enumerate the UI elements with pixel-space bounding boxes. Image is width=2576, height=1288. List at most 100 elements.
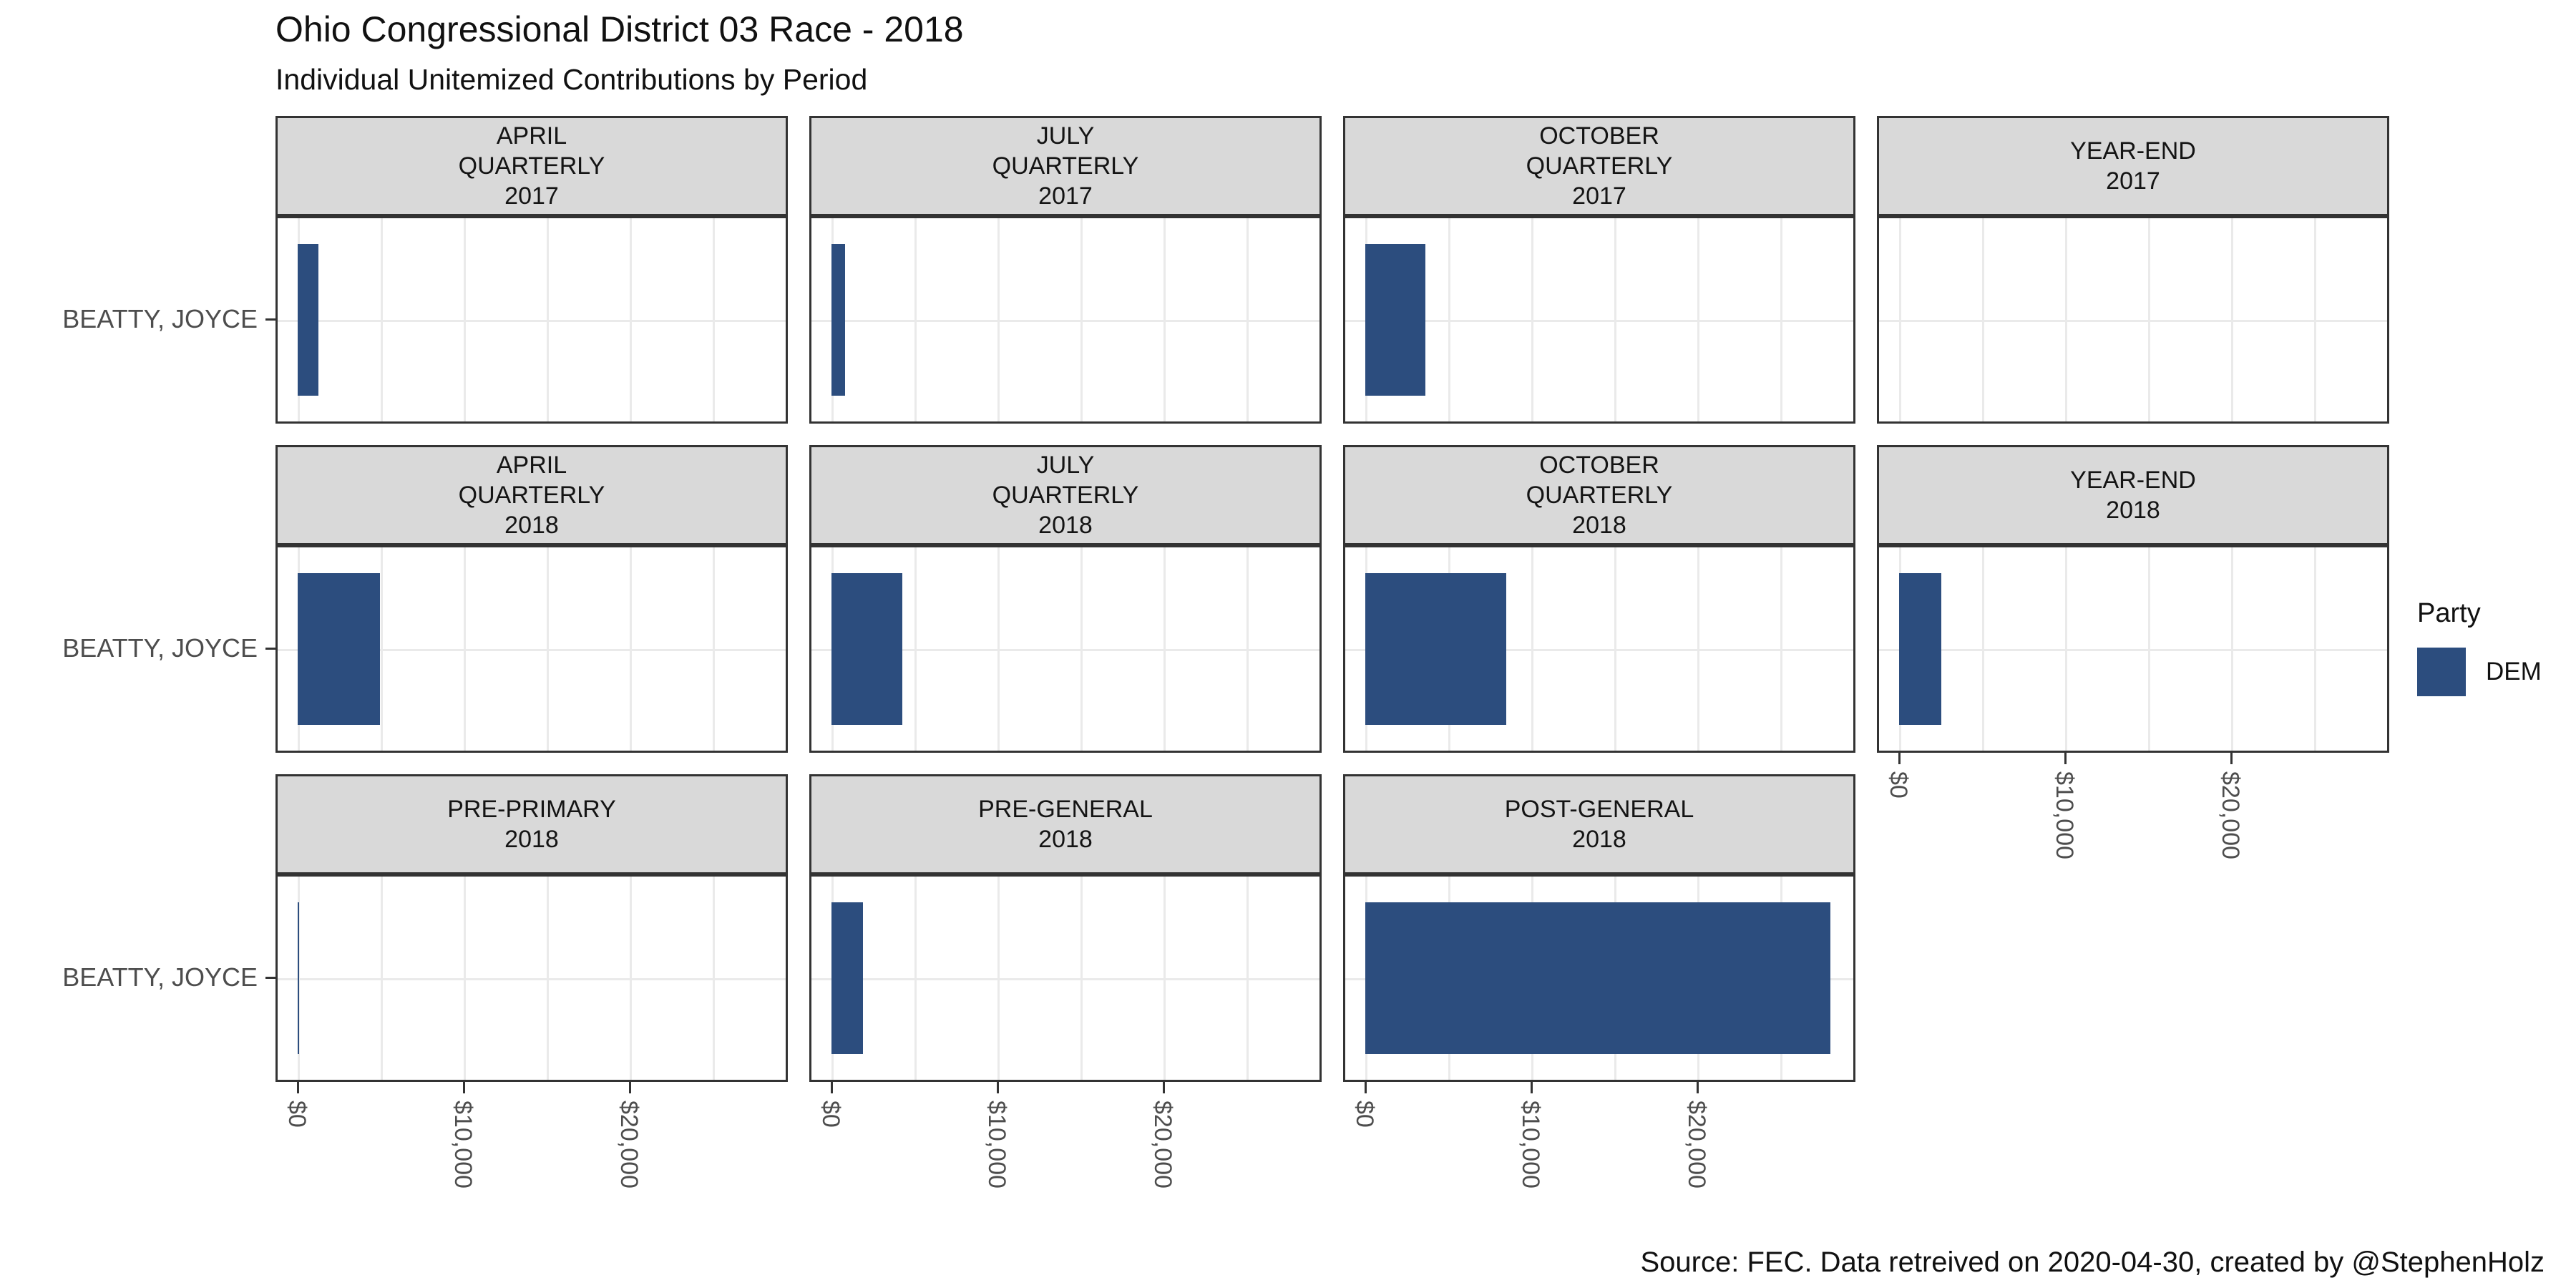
legend-label-dem: DEM [2486, 658, 2542, 686]
facet-strip: YEAR-END 2017 [1877, 116, 2389, 216]
legend-swatch-dem [2417, 648, 2466, 696]
gridline-horizontal [1879, 320, 2387, 322]
x-axis-tick-label: $0 [1351, 1101, 1378, 1128]
x-axis-tick [2230, 753, 2233, 764]
facet-strip-label: QUARTERLY [1526, 152, 1673, 180]
facet-panel [275, 874, 788, 1082]
x-axis-tick-label: $10,000 [983, 1101, 1010, 1189]
facet-strip-label: POST-GENERAL [1504, 796, 1694, 823]
facet-panel [1343, 874, 1855, 1082]
facet-strip-label: 2018 [1572, 826, 1626, 853]
facet-panel [1343, 216, 1855, 424]
facet-strip: APRIL QUARTERLY 2017 [275, 116, 788, 216]
facet-strip: POST-GENERAL 2018 [1343, 774, 1855, 874]
bar-april-quarterly-2017 [298, 244, 318, 396]
facet-strip-label: QUARTERLY [992, 482, 1139, 509]
facet-panel [1877, 216, 2389, 424]
x-axis-tick [1898, 753, 1901, 764]
x-axis-tick-label: $10,000 [449, 1101, 477, 1189]
facet-strip-label: QUARTERLY [458, 152, 605, 180]
x-axis-tick [1163, 1082, 1165, 1093]
facet-strip: JULY QUARTERLY 2017 [809, 116, 1322, 216]
bar-october-quarterly-2018 [1365, 573, 1506, 725]
x-axis-tick-label: $0 [1885, 771, 1912, 799]
x-axis-tick-label: $20,000 [1683, 1101, 1710, 1189]
facet-strip-label: 2018 [1038, 826, 1093, 853]
x-axis-tick [2064, 753, 2067, 764]
bar-april-quarterly-2018 [298, 573, 380, 725]
facet-strip-label: JULY [1036, 122, 1095, 150]
facet-strip-label: PRE-PRIMARY [447, 796, 616, 823]
source-caption: Source: FEC. Data retreived on 2020-04-3… [1640, 1246, 2545, 1278]
x-axis-tick-label: $0 [817, 1101, 844, 1128]
x-axis-tick-label: $10,000 [2051, 771, 2078, 859]
y-axis-label-candidate: BEATTY, JOYCE [62, 304, 258, 333]
facet-strip: PRE-GENERAL 2018 [809, 774, 1322, 874]
facet-strip: APRIL QUARTERLY 2018 [275, 445, 788, 545]
facet-strip-label: 2018 [504, 512, 559, 539]
facet-strip-label: QUARTERLY [1526, 482, 1673, 509]
bar-year-end-2018 [1899, 573, 1941, 725]
facet-panel [275, 545, 788, 753]
x-axis-tick [997, 1082, 999, 1093]
facet-strip: JULY QUARTERLY 2018 [809, 445, 1322, 545]
x-axis-tick-label: $20,000 [615, 1101, 643, 1189]
y-axis-tick [265, 977, 275, 979]
y-axis-tick [265, 648, 275, 650]
chart-subtitle: Individual Unitemized Contributions by P… [275, 63, 868, 96]
facet-panel [809, 216, 1322, 424]
y-axis-tick [265, 318, 275, 321]
x-axis-tick [297, 1082, 299, 1093]
facet-strip-label: 2017 [504, 182, 559, 210]
facet-strip-label: PRE-GENERAL [978, 796, 1153, 823]
facet-strip-label: JULY [1036, 452, 1095, 479]
facet-strip-label: QUARTERLY [992, 152, 1139, 180]
facet-panel [275, 216, 788, 424]
facet-panel [1343, 545, 1855, 753]
bar-post-general-2018 [1365, 902, 1830, 1054]
facet-strip-label: QUARTERLY [458, 482, 605, 509]
gridline-horizontal [1345, 649, 1853, 651]
legend: Party DEM [2417, 598, 2542, 696]
gridline-horizontal [278, 649, 786, 651]
facet-panel [809, 545, 1322, 753]
gridline-horizontal [1879, 649, 2387, 651]
facet-strip: OCTOBER QUARTERLY 2018 [1343, 445, 1855, 545]
x-axis-tick-label: $10,000 [1517, 1101, 1544, 1189]
facet-strip-label: OCTOBER [1539, 452, 1659, 479]
x-axis-tick-label: $20,000 [1149, 1101, 1176, 1189]
facet-strip: OCTOBER QUARTERLY 2017 [1343, 116, 1855, 216]
x-axis-tick [1365, 1082, 1367, 1093]
facet-strip-label: APRIL [496, 452, 567, 479]
bar-july-quarterly-2017 [831, 244, 845, 396]
x-axis-tick [1531, 1082, 1533, 1093]
legend-title: Party [2417, 598, 2481, 628]
facet-strip-label: OCTOBER [1539, 122, 1659, 150]
y-axis-label-candidate: BEATTY, JOYCE [62, 633, 258, 663]
gridline-horizontal [811, 320, 1319, 322]
facet-strip-label: 2017 [2106, 167, 2160, 195]
x-axis-tick-label: $20,000 [2217, 771, 2244, 859]
facet-panel [1877, 545, 2389, 753]
facet-strip-label: 2018 [1572, 512, 1626, 539]
x-axis-tick [1697, 1082, 1699, 1093]
x-axis-tick [831, 1082, 833, 1093]
bar-pre-primary-2018 [298, 902, 299, 1054]
facet-strip-label: APRIL [496, 122, 567, 150]
x-axis-tick [463, 1082, 465, 1093]
y-axis-label-candidate: BEATTY, JOYCE [62, 962, 258, 992]
facet-strip-label: 2018 [2106, 497, 2160, 524]
gridline-horizontal [278, 320, 786, 322]
x-axis-tick-label: $0 [283, 1101, 311, 1128]
chart-title: Ohio Congressional District 03 Race - 20… [275, 9, 964, 49]
facet-strip-label: YEAR-END [2070, 467, 2196, 494]
bar-pre-general-2018 [831, 902, 863, 1054]
gridline-horizontal [811, 649, 1319, 651]
facet-strip: YEAR-END 2018 [1877, 445, 2389, 545]
bar-october-quarterly-2017 [1365, 244, 1425, 396]
facet-strip: PRE-PRIMARY 2018 [275, 774, 788, 874]
gridline-horizontal [278, 978, 786, 980]
facet-strip-label: YEAR-END [2070, 137, 2196, 165]
facet-strip-label: 2017 [1038, 182, 1093, 210]
